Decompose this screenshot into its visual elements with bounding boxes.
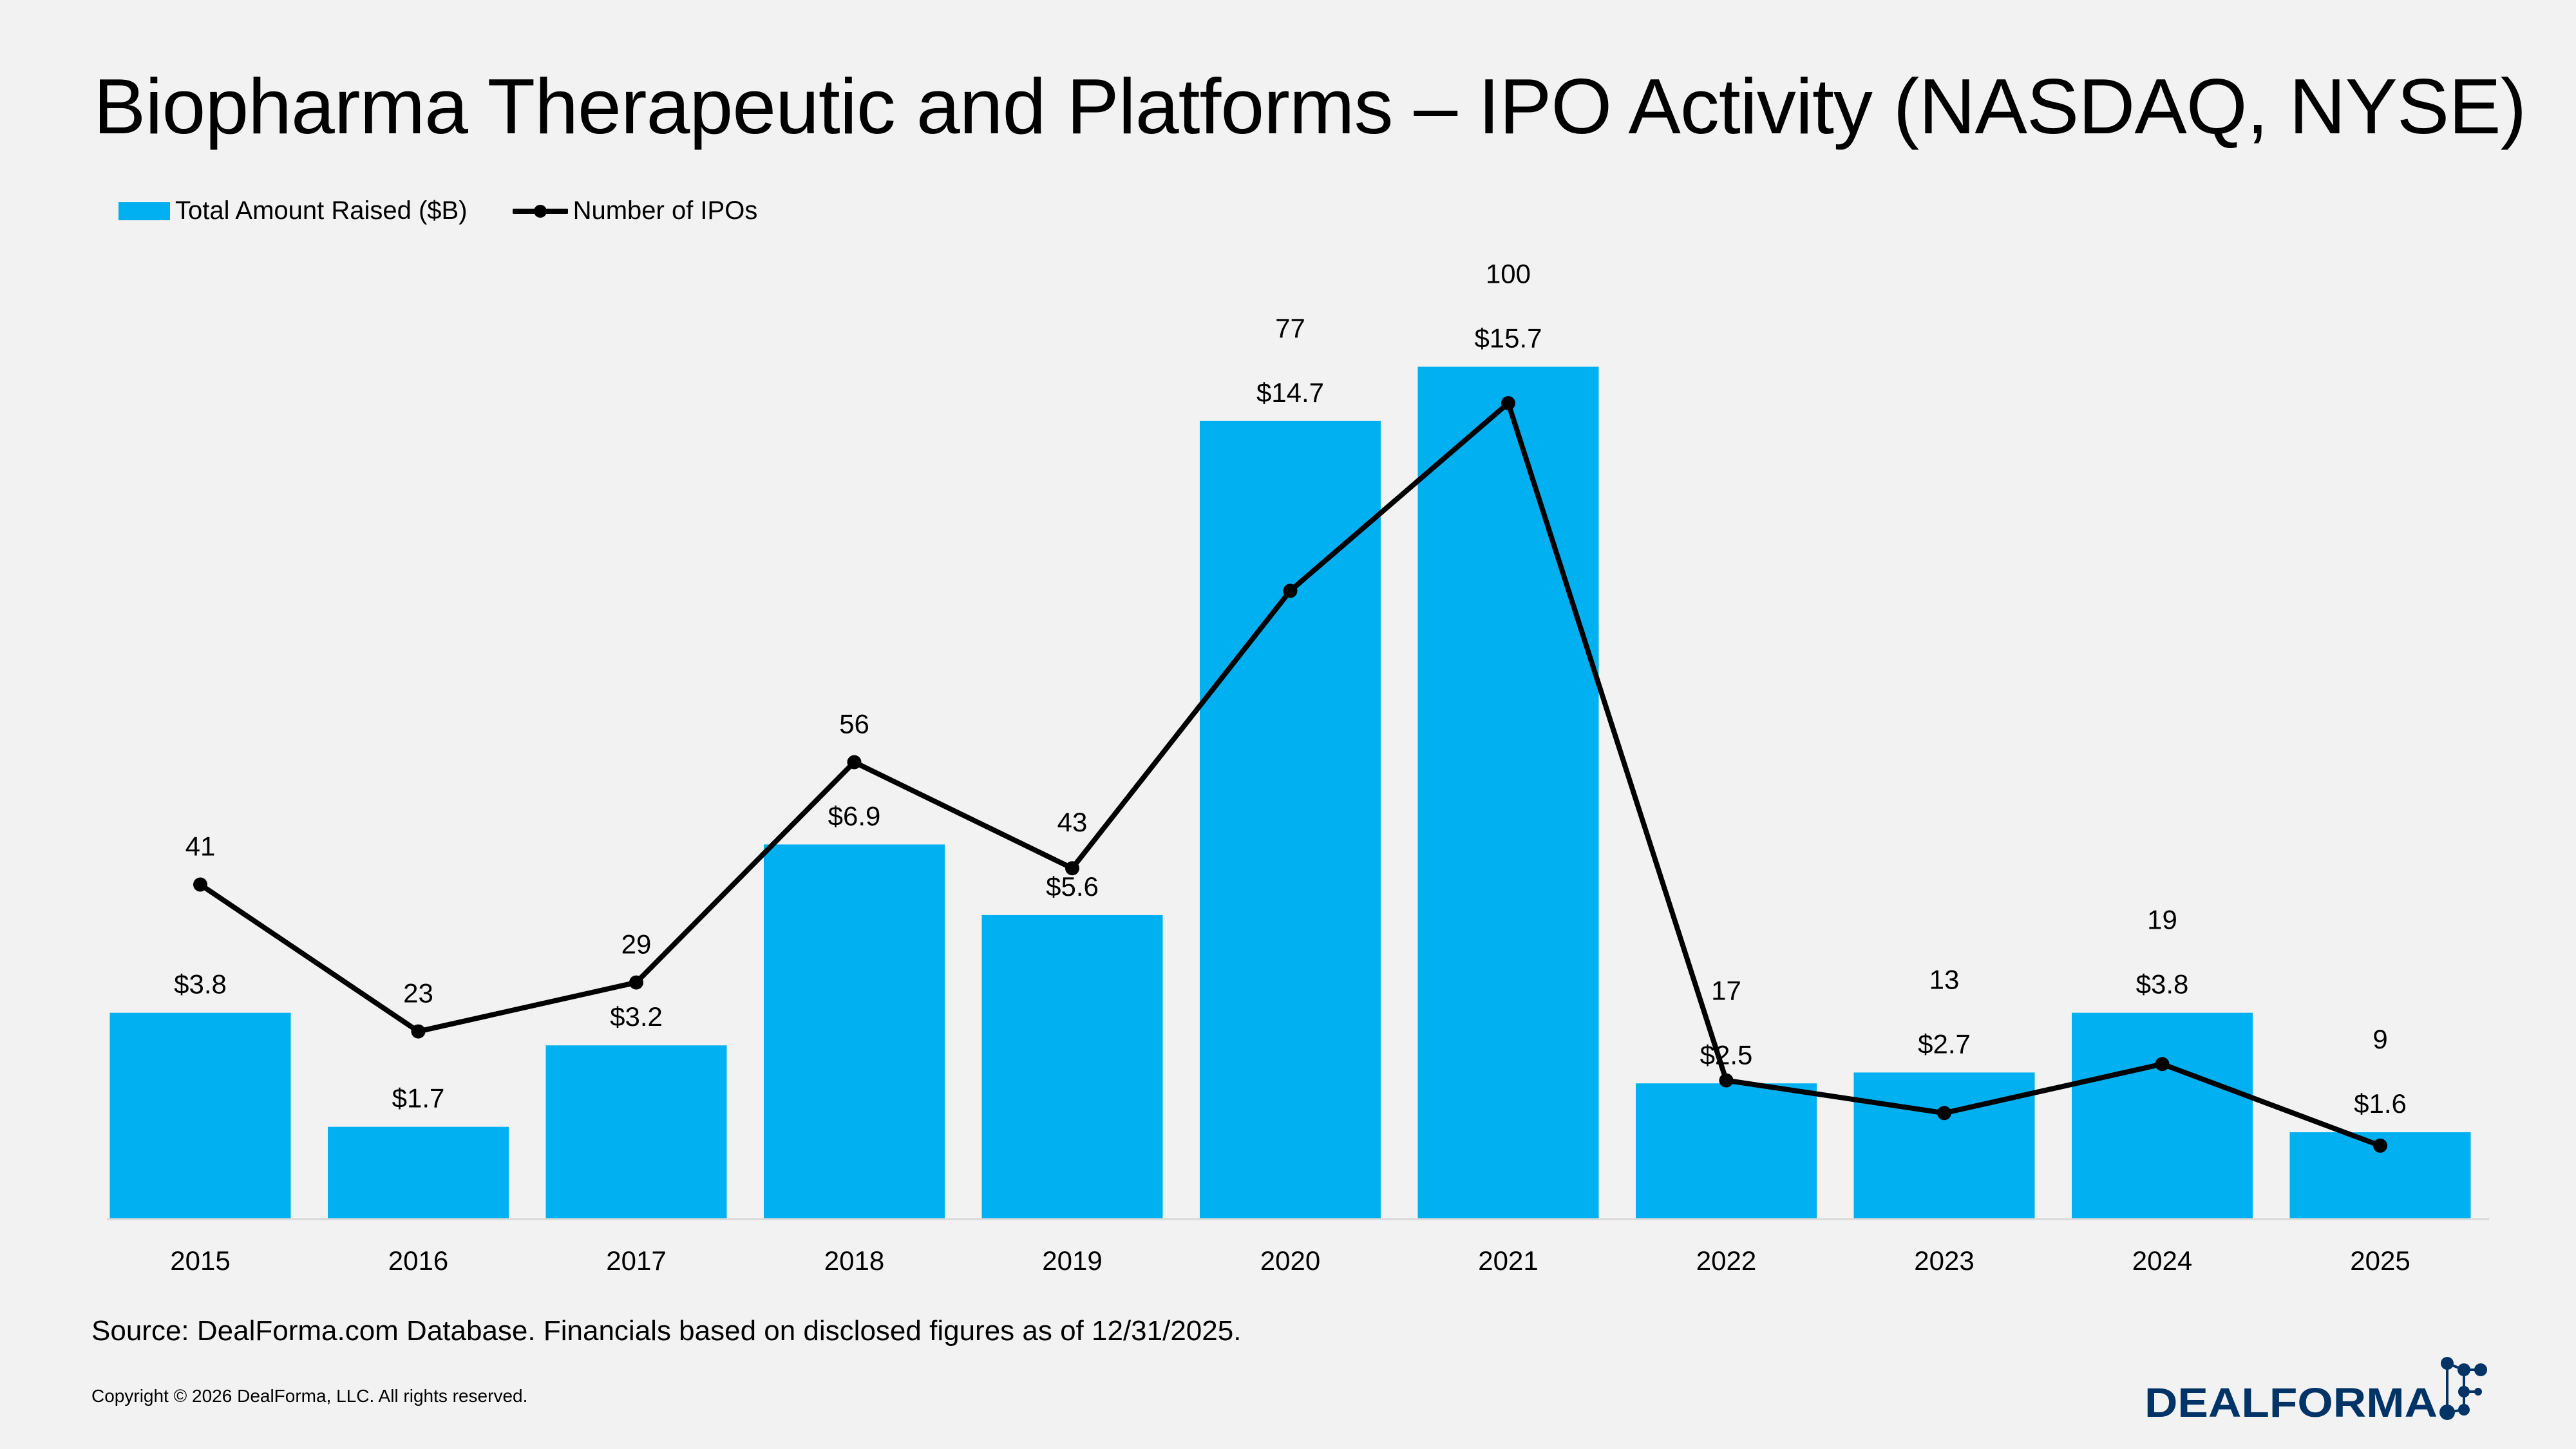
bar-label-2022: $2.5 xyxy=(1700,1039,1753,1070)
ipo-label-2015: 41 xyxy=(185,831,216,862)
ipo-label-2021: 100 xyxy=(1486,258,1531,289)
ipo-label-2020: 77 xyxy=(1275,313,1305,343)
ipo-point-2020 xyxy=(1283,583,1298,598)
ipo-point-2022 xyxy=(1719,1073,1734,1088)
bar-label-2017: $3.2 xyxy=(610,1001,663,1032)
legend-label-amount: Total Amount Raised ($B) xyxy=(175,196,468,225)
x-tick-label-2021: 2021 xyxy=(1478,1245,1538,1276)
x-tick-label-2024: 2024 xyxy=(2132,1245,2192,1276)
bar-2024 xyxy=(2072,1012,2253,1219)
bar-2020 xyxy=(1200,421,1381,1219)
ipo-label-2016: 23 xyxy=(403,978,433,1009)
dealforma-logo: DEALFORMA xyxy=(2145,1357,2487,1426)
bar-label-2019: $5.6 xyxy=(1046,871,1099,902)
legend: Total Amount Raised ($B) Number of IPOs xyxy=(118,196,802,225)
legend-swatch-bar xyxy=(118,202,170,220)
x-tick-label-2023: 2023 xyxy=(1914,1245,1974,1276)
bar-2015 xyxy=(109,1012,291,1219)
ipo-label-2024: 19 xyxy=(2147,905,2177,935)
x-tick-label-2019: 2019 xyxy=(1042,1245,1102,1276)
source-note: Source: DealForma.com Database. Financia… xyxy=(91,1315,1242,1347)
ipo-point-2023 xyxy=(1937,1106,1951,1121)
x-tick-label-2017: 2017 xyxy=(606,1245,666,1276)
bar-label-2025: $1.6 xyxy=(2354,1088,2407,1119)
bar-label-2024: $3.8 xyxy=(2136,969,2189,999)
ipo-point-2021 xyxy=(1501,396,1515,410)
x-tick-label-2015: 2015 xyxy=(170,1245,230,1276)
ipo-point-2017 xyxy=(629,975,643,990)
bar-2022 xyxy=(1636,1083,1817,1219)
ipo-label-2019: 43 xyxy=(1057,807,1088,837)
ipo-point-2019 xyxy=(1065,861,1079,876)
ipo-point-2015 xyxy=(193,877,207,892)
legend-item-ipos: Number of IPOs xyxy=(512,196,758,225)
bar-label-2018: $6.9 xyxy=(828,800,881,831)
bar-label-2016: $1.7 xyxy=(392,1083,445,1113)
x-tick-label-2018: 2018 xyxy=(824,1245,884,1276)
ipo-label-2017: 29 xyxy=(621,929,652,960)
bar-2018 xyxy=(764,844,945,1219)
ipo-label-2025: 9 xyxy=(2372,1024,2387,1054)
x-tick-label-2025: 2025 xyxy=(2350,1245,2410,1276)
bar-2019 xyxy=(981,914,1163,1219)
bar-label-2023: $2.7 xyxy=(1918,1028,1971,1059)
ipo-point-2025 xyxy=(2373,1138,2387,1153)
ipo-label-2018: 56 xyxy=(839,708,869,739)
x-tick-label-2022: 2022 xyxy=(1696,1245,1756,1276)
bar-label-2021: $15.7 xyxy=(1474,323,1542,353)
x-tick-label-2020: 2020 xyxy=(1260,1245,1320,1276)
legend-swatch-line xyxy=(512,204,568,218)
x-tick-label-2016: 2016 xyxy=(388,1245,448,1276)
legend-label-ipos: Number of IPOs xyxy=(573,196,758,225)
bar-2017 xyxy=(545,1045,727,1219)
bar-label-2015: $3.8 xyxy=(174,969,227,999)
bar-2023 xyxy=(1853,1072,2035,1219)
svg-text:DEALFORMA: DEALFORMA xyxy=(2145,1379,2438,1426)
bar-2021 xyxy=(1417,366,1599,1219)
ipo-point-2018 xyxy=(847,755,862,770)
legend-item-amount: Total Amount Raised ($B) xyxy=(118,196,468,225)
ipo-label-2022: 17 xyxy=(1711,975,1741,1005)
ipo-point-2024 xyxy=(2155,1057,2170,1072)
chart-title: Biopharma Therapeutic and Platforms – IP… xyxy=(93,62,2526,150)
copyright-note: Copyright © 2026 DealForma, LLC. All rig… xyxy=(91,1386,528,1406)
ipo-label-2023: 13 xyxy=(1929,964,1960,994)
bar-2016 xyxy=(328,1126,509,1219)
ipo-point-2016 xyxy=(411,1024,426,1039)
bar-label-2020: $14.7 xyxy=(1256,377,1324,408)
